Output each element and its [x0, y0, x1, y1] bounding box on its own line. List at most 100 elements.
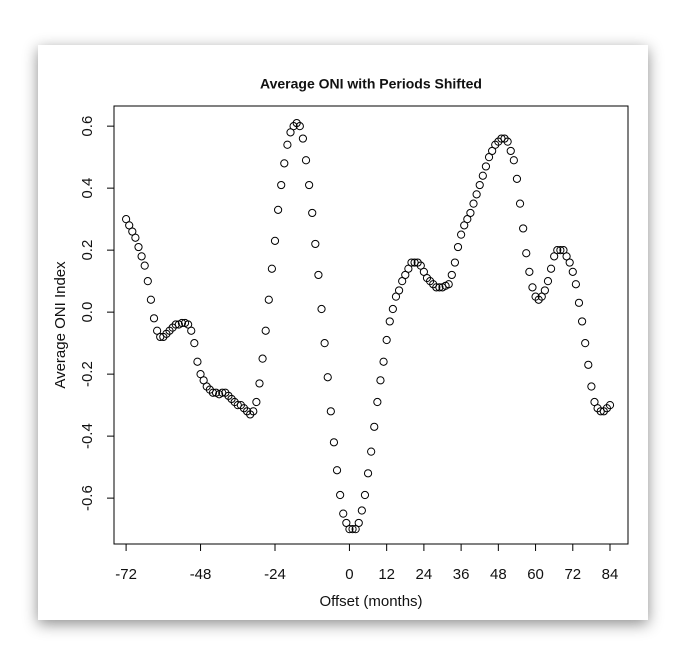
point [469, 199, 478, 208]
point [605, 401, 615, 410]
y-tick-label: 0.0 [79, 302, 96, 323]
point [314, 270, 323, 280]
point [528, 283, 537, 292]
point [568, 267, 577, 276]
x-tick-label: 12 [378, 566, 395, 583]
chart-title: Average ONI with Periods Shifted [260, 76, 482, 92]
point [258, 354, 267, 363]
point [354, 518, 363, 528]
point [394, 286, 404, 295]
y-tick-label: -0.4 [79, 423, 96, 449]
point [543, 277, 553, 286]
x-tick-label: 0 [345, 566, 353, 583]
point [348, 525, 357, 534]
x-tick-label: -24 [264, 566, 286, 583]
point [137, 252, 146, 261]
point [320, 339, 329, 348]
point [249, 407, 258, 416]
point [457, 230, 466, 239]
point [435, 283, 444, 292]
point [407, 258, 416, 267]
point [283, 140, 292, 149]
point [255, 379, 264, 388]
point [577, 317, 587, 326]
point [208, 388, 218, 397]
x-tick-label: 60 [527, 566, 544, 583]
point [190, 339, 199, 348]
point [273, 205, 283, 214]
point [519, 224, 528, 233]
point [177, 318, 187, 328]
point [305, 180, 314, 190]
point [308, 208, 317, 218]
point [134, 242, 143, 252]
point [336, 490, 345, 500]
point [264, 295, 273, 304]
point [509, 156, 518, 165]
point [546, 264, 556, 273]
point [131, 233, 140, 242]
point [453, 242, 463, 252]
point [584, 360, 593, 369]
x-tick-label: 36 [453, 566, 470, 583]
point [295, 122, 304, 131]
point [261, 326, 270, 335]
point [140, 261, 149, 270]
point [326, 407, 335, 416]
point [481, 162, 491, 171]
point [311, 239, 320, 249]
point [553, 246, 562, 255]
point [512, 174, 522, 183]
point [475, 180, 484, 190]
y-tick-label: 0.4 [79, 178, 96, 199]
point [506, 146, 515, 156]
x-tick-label: 84 [602, 566, 619, 583]
point [301, 156, 311, 165]
plot-box [113, 105, 629, 545]
point [382, 335, 391, 345]
point [525, 267, 534, 276]
point [143, 277, 152, 286]
point [376, 376, 385, 385]
point [298, 134, 308, 143]
point [277, 180, 286, 190]
x-tick-label: -48 [190, 566, 212, 583]
point [447, 270, 456, 280]
x-axis-label: Offset (months) [319, 593, 422, 610]
point [345, 525, 354, 534]
point [146, 295, 156, 304]
point [323, 373, 332, 382]
point [317, 304, 326, 314]
point [267, 264, 276, 273]
point [556, 246, 565, 255]
point [385, 317, 394, 326]
point [574, 298, 584, 307]
point [432, 283, 441, 292]
point [515, 199, 525, 208]
point [571, 280, 580, 289]
y-tick-label: 0.2 [79, 240, 96, 261]
x-tick-label: 48 [490, 566, 507, 583]
point [149, 314, 159, 323]
y-axis-label: Average ONI Index [52, 261, 69, 389]
point [450, 258, 460, 267]
y-tick-label: -0.2 [79, 361, 96, 387]
point [472, 190, 481, 199]
point [522, 249, 531, 258]
point [379, 357, 388, 366]
point [370, 422, 379, 431]
point [444, 280, 453, 289]
point [367, 447, 376, 456]
x-tick-label: 24 [416, 566, 433, 583]
point [388, 304, 397, 314]
x-tick-label: 72 [564, 566, 581, 583]
y-tick-label: 0.6 [79, 116, 96, 137]
point [360, 490, 370, 500]
point [329, 438, 339, 447]
point [252, 397, 261, 407]
point [193, 357, 202, 366]
point [540, 286, 549, 295]
point [339, 509, 348, 518]
point [280, 159, 289, 168]
